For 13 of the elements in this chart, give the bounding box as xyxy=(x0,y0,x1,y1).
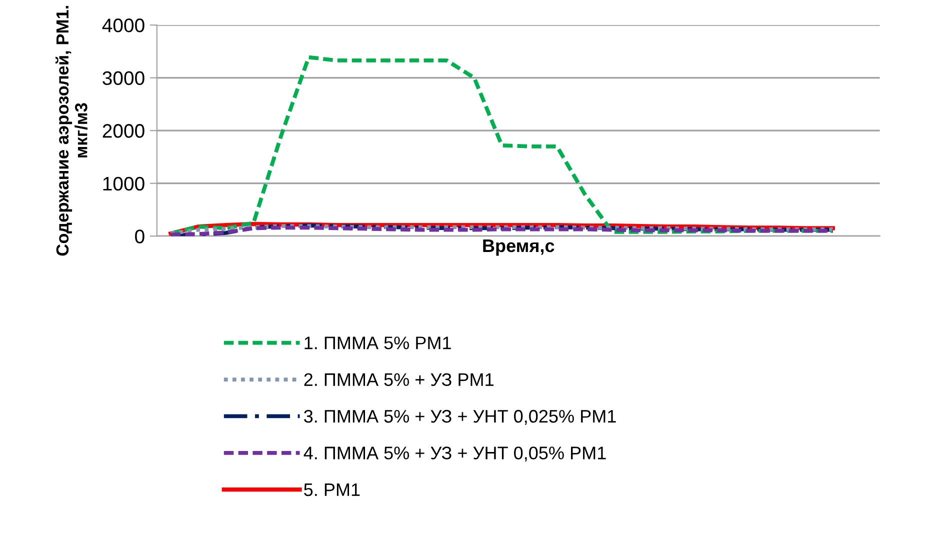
legend-label: 2. ПММА 5% + УЗ PM1 xyxy=(304,373,494,386)
legend-label: 4. ПММА 5% + УЗ + УНТ 0,05% PM1 xyxy=(304,446,606,462)
x-axis-title: Время,с xyxy=(483,240,554,256)
y-axis-title: Содержание аэрозолей, PM1. мкг/м3 xyxy=(56,6,88,256)
y-tick-label: 2000 xyxy=(102,124,144,138)
y-tick-label: 3000 xyxy=(102,71,144,86)
legend-label: 5. PM1 xyxy=(304,483,360,496)
y-tick-label: 0 xyxy=(135,230,144,244)
line-series xyxy=(168,55,835,236)
y-tick-label: 1000 xyxy=(103,176,144,191)
y-tick-label: 4000 xyxy=(102,18,144,32)
legend-label: 3. ПММА 5% + УЗ + УНТ 0,025% PM1 xyxy=(304,410,616,425)
legend-label: 1. ПММА 5% PM1 xyxy=(304,336,451,350)
